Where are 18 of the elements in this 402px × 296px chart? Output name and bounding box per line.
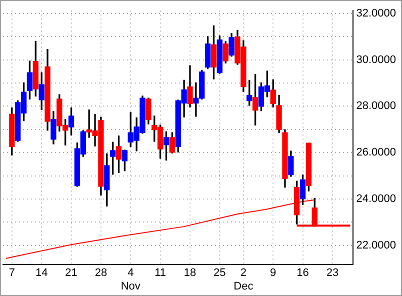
x-tick-label: 18	[184, 267, 196, 280]
x-tick-label: 25	[214, 267, 226, 280]
x-tick-label: 16	[296, 267, 309, 280]
x-tick-label: 14	[35, 267, 48, 280]
x-tick-label: 23	[326, 267, 339, 280]
y-tick-label: 24.0000	[356, 192, 396, 205]
y-tick-label: 30.0000	[356, 54, 396, 66]
x-tick-label: 4 Nov	[120, 267, 141, 292]
y-tick-label: 28.0000	[356, 100, 396, 112]
y-tick-label: 26.0000	[356, 146, 396, 159]
x-tick-label: 11	[154, 267, 166, 280]
x-tick-label: 28	[94, 267, 108, 280]
y-tick-label: 22.0000	[356, 239, 396, 252]
y-tick-label: 32.0000	[356, 7, 396, 20]
x-tick-label: 21	[65, 267, 78, 280]
x-tick-label: 9	[270, 267, 276, 280]
x-tick-label: 7	[8, 267, 15, 280]
x-tick-label: 2 Dec	[234, 267, 254, 292]
